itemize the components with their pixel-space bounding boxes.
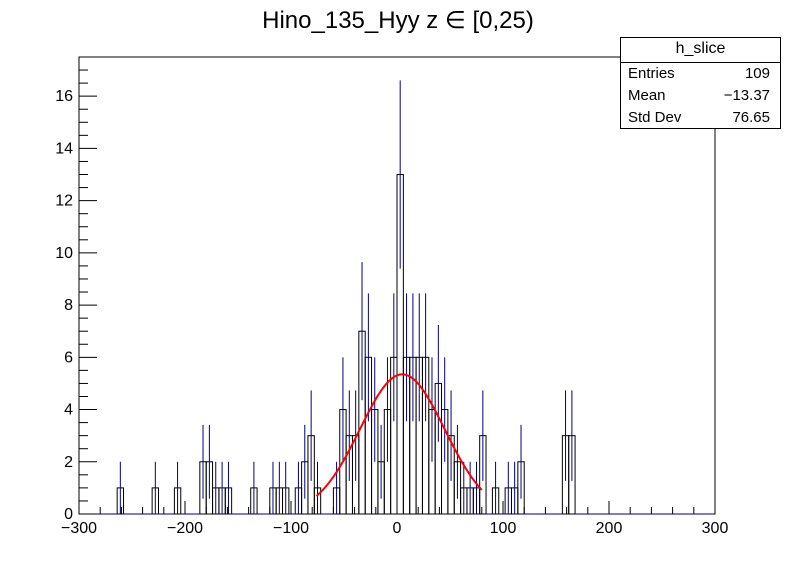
gaussian-fit-layer [315,373,483,497]
y-axis: 0 2 4 6 8 10 12 14 16 [55,56,97,523]
y-tick-label: 16 [55,88,73,105]
x-tick-label: 200 [596,520,623,537]
stats-stddev-value: 76.65 [732,109,770,126]
y-tick-label: 0 [64,506,73,523]
stats-mean-value: −13.37 [723,87,770,104]
x-tick-label: −300 [61,520,97,537]
y-tick-label: 2 [64,454,73,471]
stats-mean-row: Mean −13.37 [621,85,780,107]
histogram-layer [116,174,576,515]
y-tick-label: 12 [55,193,73,210]
y-tick-label: 6 [64,349,73,366]
stats-entries-label: Entries [628,65,675,82]
x-tick-label: 100 [490,520,517,537]
stats-stddev-label: Std Dev [628,109,682,126]
stats-histogram-name: h_slice [621,38,780,63]
gaussian-fit-curve [315,373,483,497]
stats-stddev-row: Std Dev 76.65 [621,107,780,129]
stats-mean-label: Mean [628,87,666,104]
stats-box: h_slice Entries 109 Mean −13.37 Std Dev … [620,37,781,129]
stats-entries-row: Entries 109 [621,63,780,85]
stats-entries-value: 109 [744,65,770,82]
x-tick-label: −100 [273,520,309,537]
y-tick-label: 4 [64,402,73,419]
y-tick-label: 8 [64,297,73,314]
x-tick-label: −200 [167,520,203,537]
x-axis: −300 −200 −100 0 100 200 300 [61,501,728,537]
x-tick-label: 0 [393,520,402,537]
y-tick-label: 14 [55,140,73,157]
error-bar-layer [79,80,715,515]
x-tick-label: 300 [702,520,729,537]
chart-title: Hino_135_Hyy z ∈ [0,25) [262,7,534,34]
y-tick-label: 10 [55,245,73,262]
